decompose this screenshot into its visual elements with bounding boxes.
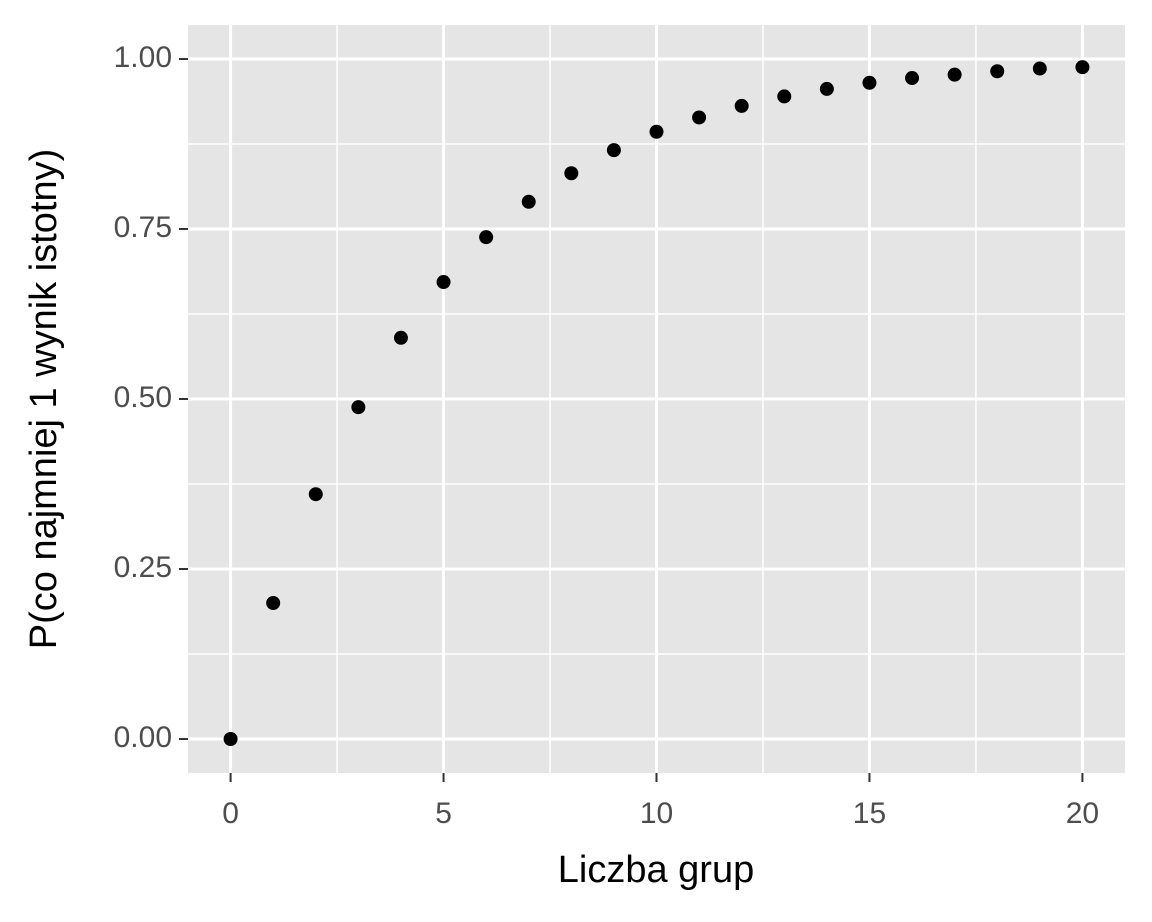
point (351, 400, 366, 415)
x-axis-title: Liczba grup (558, 849, 754, 891)
point (777, 89, 792, 104)
y-tick-label: 0.50 (114, 381, 172, 414)
point (266, 596, 281, 610)
point (692, 110, 707, 125)
points (223, 60, 1090, 746)
y-tick-label: 0.25 (114, 551, 172, 584)
point (564, 166, 579, 181)
point (479, 230, 494, 245)
point (862, 75, 877, 90)
point (990, 64, 1005, 79)
x-tick-label: 10 (640, 797, 673, 830)
x-tick-label: 15 (853, 797, 886, 830)
point (606, 143, 621, 158)
y-tick-label: 0.75 (114, 211, 172, 244)
point (393, 330, 408, 345)
x-tick-label: 5 (435, 797, 452, 830)
point (947, 67, 962, 82)
grid (188, 25, 1125, 773)
point (1075, 60, 1090, 75)
point (905, 71, 920, 86)
x-tick-label: 0 (222, 797, 239, 830)
point (223, 732, 238, 746)
point (1032, 61, 1047, 76)
point (734, 98, 749, 113)
point (649, 124, 664, 139)
y-tick-label: 0.00 (114, 721, 172, 754)
x-tick-label: 20 (1066, 797, 1099, 830)
y-tick-label: 1.00 (114, 41, 172, 74)
point (436, 275, 451, 290)
y-axis-title: P(co najmniej 1 wynik istotny) (23, 149, 65, 650)
point (308, 487, 323, 502)
point (521, 194, 536, 209)
point (819, 81, 834, 96)
